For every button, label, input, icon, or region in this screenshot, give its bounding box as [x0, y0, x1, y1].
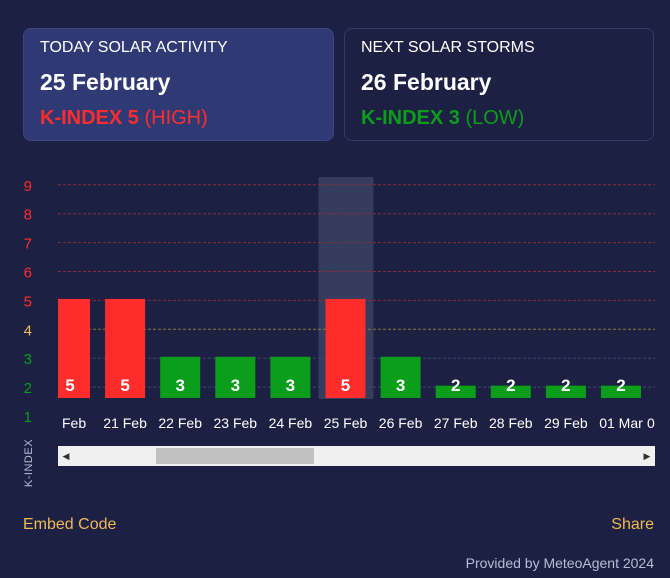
y-axis-title: K-INDEX [23, 438, 35, 488]
next-k-level: (LOW) [465, 107, 525, 129]
embed-code-link[interactable]: Embed Code [23, 516, 117, 533]
next-heading: NEXT SOLAR STORMS [361, 39, 535, 56]
scroll-thumb[interactable] [156, 448, 314, 464]
bar-value-label: 2 [616, 376, 625, 395]
bar-value-label: 2 [561, 376, 570, 395]
bar-value-label: 5 [120, 376, 129, 395]
next-storms-card: NEXT SOLAR STORMS 26 February K-INDEX 3 … [344, 28, 654, 141]
provider-credit: Provided by MeteoAgent 2024 [465, 555, 654, 571]
y-tick-label: 4 [24, 322, 32, 339]
next-date: 26 February [361, 69, 492, 95]
bar-25-feb [325, 298, 366, 398]
bar-26-feb [380, 356, 421, 398]
next-k-label: K-INDEX 3 [361, 107, 460, 129]
today-k-label: K-INDEX 5 [40, 107, 139, 129]
bar-value-label: 5 [341, 376, 350, 395]
y-tick-label: 7 [24, 236, 32, 253]
x-tick-label: 01 Mar [599, 415, 643, 431]
today-k-index: K-INDEX 5 (HIGH) [40, 107, 208, 130]
x-tick-label: 0 [647, 415, 655, 431]
bar-29-feb [545, 385, 586, 398]
bar-value-label: 5 [65, 376, 74, 395]
y-tick-label: 8 [24, 207, 32, 224]
x-tick-label: 29 Feb [544, 415, 588, 431]
x-tick-label: 21 Feb [103, 415, 147, 431]
bar-01-mar [601, 385, 641, 398]
bar-value-label: 2 [506, 376, 515, 395]
bar-value-label: 3 [231, 376, 240, 395]
today-k-level: (HIGH) [144, 107, 208, 129]
y-tick-label: 1 [24, 409, 32, 426]
x-tick-label: 25 Feb [324, 415, 368, 431]
bar-20-feb [58, 298, 90, 398]
x-tick-label: Feb [62, 415, 86, 431]
bar-value-label: 3 [396, 376, 405, 395]
x-tick-label: 27 Feb [434, 415, 478, 431]
x-tick-label: 28 Feb [489, 415, 533, 431]
k-index-chart: 1 2 3 4 5 6 7 8 9 5 5 3 3 3 5 3 2 2 2 2 Feb 21 Feb 22 Feb 23 Fe… [24, 177, 655, 431]
y-tick-label: 2 [24, 380, 32, 397]
bar-22-feb [160, 356, 201, 398]
bar-value-label: 3 [175, 376, 184, 395]
next-k-index: K-INDEX 3 (LOW) [361, 107, 524, 130]
today-heading: TODAY SOLAR ACTIVITY [40, 39, 228, 56]
scroll-right-icon[interactable]: ▶ [643, 451, 651, 461]
bar-23-feb [215, 356, 256, 398]
y-tick-label: 9 [24, 178, 32, 195]
bar-28-feb [490, 385, 531, 398]
scroll-left-icon[interactable]: ◀ [62, 451, 70, 461]
x-tick-label: 23 Feb [214, 415, 258, 431]
chart-scrollbar[interactable]: ◀ ▶ [58, 446, 655, 466]
x-tick-label: 22 Feb [158, 415, 202, 431]
x-tick-label: 26 Feb [379, 415, 423, 431]
bar-24-feb [270, 356, 311, 398]
y-tick-label: 6 [24, 265, 32, 282]
share-link[interactable]: Share [611, 516, 654, 533]
today-activity-card: TODAY SOLAR ACTIVITY 25 February K-INDEX… [23, 28, 334, 141]
bar-21-feb [105, 298, 146, 398]
bar-value-label: 2 [451, 376, 460, 395]
bar-value-label: 3 [286, 376, 295, 395]
bar-27-feb [435, 385, 476, 398]
y-tick-label: 5 [24, 293, 32, 310]
y-tick-label: 3 [24, 351, 32, 368]
today-date: 25 February [40, 69, 171, 95]
x-tick-label: 24 Feb [269, 415, 313, 431]
